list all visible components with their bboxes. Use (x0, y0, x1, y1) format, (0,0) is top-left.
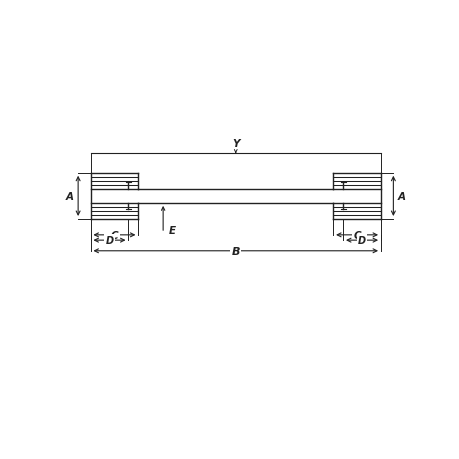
Text: C: C (353, 230, 360, 241)
Text: D: D (105, 235, 113, 246)
Text: E: E (168, 226, 175, 236)
Text: A: A (66, 191, 74, 202)
Text: B: B (231, 246, 240, 256)
Text: C: C (110, 230, 118, 241)
Text: A: A (397, 191, 405, 202)
Text: Y: Y (231, 139, 239, 149)
Text: D: D (357, 235, 365, 246)
